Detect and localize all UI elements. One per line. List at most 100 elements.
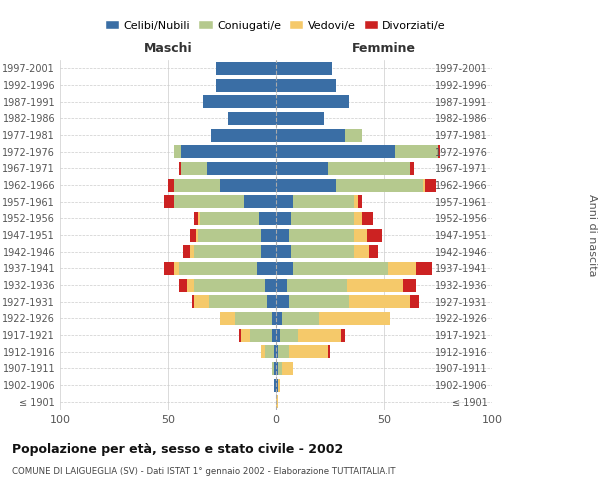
Bar (229, 112, 276, 125)
Bar (268, 295, 276, 308)
Bar (423, 178, 425, 192)
Bar (416, 262, 431, 275)
Bar (395, 145, 438, 158)
Bar (362, 212, 373, 225)
Bar (276, 95, 349, 108)
Bar (192, 295, 194, 308)
Bar (168, 178, 175, 192)
Bar (274, 378, 276, 392)
Bar (358, 195, 362, 208)
Bar (265, 278, 276, 291)
Bar (276, 145, 395, 158)
Bar (349, 295, 410, 308)
Bar (200, 212, 259, 225)
Bar (164, 195, 175, 208)
Bar (276, 212, 291, 225)
Bar (276, 345, 278, 358)
Bar (179, 262, 257, 275)
Bar (276, 112, 323, 125)
Bar (194, 295, 209, 308)
Bar (164, 262, 175, 275)
Bar (187, 278, 194, 291)
Bar (289, 295, 349, 308)
Bar (283, 362, 293, 375)
Bar (241, 328, 250, 342)
Bar (220, 178, 276, 192)
Bar (438, 145, 440, 158)
Bar (293, 262, 388, 275)
Bar (190, 228, 196, 241)
Bar (215, 78, 276, 92)
Bar (298, 328, 341, 342)
Bar (244, 195, 276, 208)
Bar (289, 228, 354, 241)
Bar (183, 245, 190, 258)
Bar (274, 345, 276, 358)
Bar (203, 95, 276, 108)
Bar (276, 312, 283, 325)
Bar (388, 262, 416, 275)
Bar (261, 345, 265, 358)
Bar (369, 245, 377, 258)
Bar (265, 345, 274, 358)
Bar (175, 178, 220, 192)
Bar (347, 278, 403, 291)
Bar (198, 228, 261, 241)
Bar (276, 128, 345, 141)
Bar (276, 295, 289, 308)
Bar (280, 328, 298, 342)
Bar (211, 128, 276, 141)
Bar (278, 362, 283, 375)
Bar (181, 162, 207, 175)
Bar (287, 278, 347, 291)
Bar (261, 228, 276, 241)
Bar (345, 128, 362, 141)
Bar (276, 178, 337, 192)
Bar (175, 145, 181, 158)
Bar (276, 78, 337, 92)
Bar (261, 245, 276, 258)
Bar (274, 362, 276, 375)
Bar (272, 312, 276, 325)
Bar (319, 312, 391, 325)
Bar (278, 345, 289, 358)
Text: Maschi: Maschi (143, 42, 193, 55)
Bar (179, 278, 187, 291)
Bar (367, 228, 382, 241)
Bar (276, 162, 328, 175)
Bar (276, 328, 280, 342)
Bar (328, 162, 410, 175)
Bar (250, 328, 272, 342)
Bar (283, 312, 319, 325)
Bar (276, 195, 293, 208)
Bar (354, 212, 362, 225)
Bar (276, 228, 289, 241)
Bar (181, 145, 276, 158)
Bar (291, 245, 354, 258)
Bar (341, 328, 345, 342)
Bar (259, 212, 276, 225)
Bar (215, 62, 276, 75)
Bar (276, 395, 278, 408)
Bar (410, 295, 419, 308)
Bar (354, 228, 367, 241)
Bar (337, 178, 423, 192)
Bar (239, 328, 241, 342)
Bar (276, 362, 278, 375)
Bar (425, 178, 436, 192)
Bar (354, 245, 369, 258)
Bar (289, 345, 328, 358)
Bar (175, 262, 179, 275)
Bar (207, 162, 276, 175)
Bar (272, 362, 274, 375)
Bar (257, 262, 276, 275)
Bar (410, 162, 414, 175)
Bar (278, 378, 280, 392)
Bar (209, 295, 268, 308)
Bar (403, 278, 416, 291)
Legend: Celibi/Nubili, Coniugati/e, Vedovi/e, Divorziati/e: Celibi/Nubili, Coniugati/e, Vedovi/e, Di… (101, 16, 451, 36)
Bar (175, 195, 244, 208)
Bar (293, 195, 354, 208)
Bar (276, 278, 287, 291)
Bar (272, 328, 276, 342)
